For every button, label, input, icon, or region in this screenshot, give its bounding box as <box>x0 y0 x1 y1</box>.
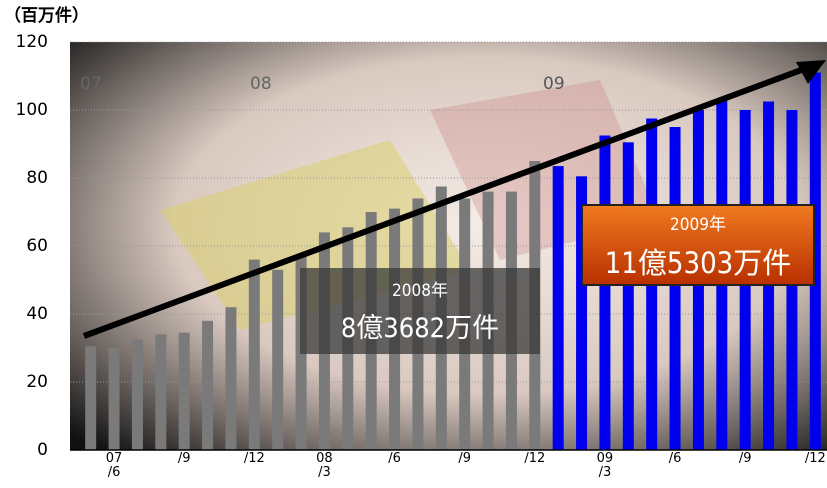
y-tick-label: 0 <box>37 440 48 460</box>
bar <box>622 142 634 451</box>
x-tick-label: /12 <box>524 451 546 466</box>
bar <box>155 334 167 450</box>
x-tick-label: /6 <box>388 451 401 466</box>
bar <box>131 339 143 450</box>
x-tick-label: /12 <box>243 451 265 466</box>
y-tick-label: 60 <box>26 236 48 256</box>
bar <box>108 348 120 450</box>
x-tick-label: 07 /6 <box>105 451 123 480</box>
x-tick-label: /12 <box>804 451 826 466</box>
annotation-total: 11億5303万件 <box>604 246 792 280</box>
y-tick-label: 40 <box>26 304 48 324</box>
bar <box>272 269 284 450</box>
bar <box>178 332 190 450</box>
bar <box>248 259 260 450</box>
bar <box>669 127 681 450</box>
trend-arrow <box>82 63 814 339</box>
x-tick-label: /9 <box>458 451 472 466</box>
x-tick-label: /6 <box>668 451 682 466</box>
annotation-box <box>300 268 540 354</box>
x-tick-label: /9 <box>177 451 191 466</box>
period-label: 07 <box>80 74 102 94</box>
bar <box>225 307 237 450</box>
y-tick-label: 100 <box>16 100 48 120</box>
bar <box>202 320 214 450</box>
y-tick-label: 20 <box>26 372 48 392</box>
bar <box>576 176 588 451</box>
bar <box>809 72 821 450</box>
y-tick-label: 120 <box>16 32 48 52</box>
y-unit-label: （百万件） <box>4 5 89 26</box>
period-label: 09 <box>543 74 565 94</box>
x-tick-label: 08 /3 <box>316 451 333 480</box>
x-tick-label: 09 /3 <box>596 451 614 480</box>
bar <box>552 166 564 450</box>
period-label: 08 <box>250 74 272 94</box>
bar <box>85 346 97 450</box>
y-tick-label: 80 <box>26 168 48 188</box>
x-tick-label: /9 <box>738 451 752 466</box>
annotation-box <box>581 204 815 286</box>
arrow-head <box>796 60 826 84</box>
annotation-total: 8億3682万件 <box>340 313 500 344</box>
annotation-year: 2009年 <box>670 215 726 235</box>
annotation-year: 2008年 <box>392 281 448 301</box>
bar <box>599 135 611 450</box>
